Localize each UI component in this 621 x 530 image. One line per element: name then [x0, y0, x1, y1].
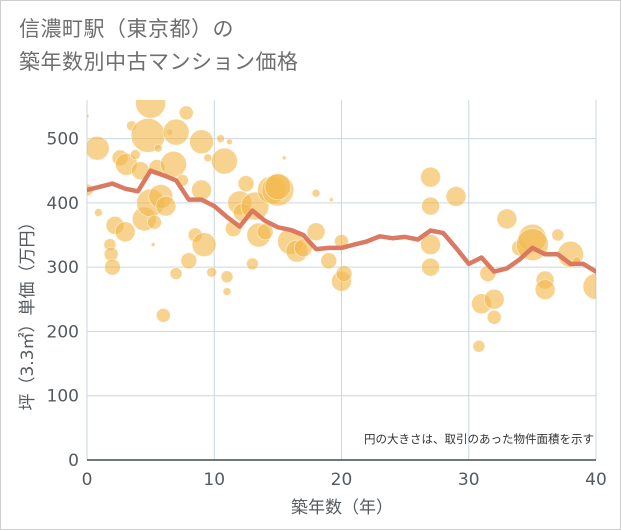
- bubble-point: [216, 134, 226, 143]
- bubble-point: [150, 242, 156, 248]
- bubble-point: [155, 307, 171, 323]
- y-tick-label: 0: [68, 451, 79, 471]
- x-axis-label: 築年数（年）: [291, 498, 393, 518]
- bubble-point: [320, 252, 338, 270]
- bubble-point: [486, 309, 502, 325]
- x-tick-label: 40: [585, 470, 607, 490]
- axes: 0 100 200 300 400 500 0 10 20 30 40: [47, 130, 607, 490]
- bubble-point: [147, 214, 162, 230]
- bubble-point: [306, 222, 326, 242]
- bubble-point: [134, 100, 142, 101]
- bubble-point: [191, 232, 217, 258]
- bubble-point: [420, 166, 441, 188]
- bubble-point: [191, 179, 212, 201]
- bubble-point: [162, 118, 190, 146]
- bubble-point: [551, 228, 565, 242]
- bubble-point: [155, 195, 177, 217]
- bubble-point: [87, 135, 110, 161]
- size-note: 円の大きさは、取引のあった物件面積を示す: [364, 432, 594, 446]
- y-tick-label: 100: [47, 387, 79, 407]
- bubble-point: [226, 138, 233, 146]
- trend-series: [87, 168, 596, 274]
- bubble-point: [582, 273, 596, 300]
- bubble-point: [104, 258, 121, 276]
- bubble-point: [222, 287, 232, 296]
- bubble-point: [264, 173, 292, 201]
- bubble-point: [169, 267, 183, 280]
- bubble-point: [328, 197, 334, 203]
- bubble-point: [421, 196, 440, 216]
- x-tick-label: 0: [82, 470, 93, 490]
- bubble-point: [178, 105, 194, 121]
- bubble-point: [220, 270, 234, 284]
- bubble-point: [180, 252, 198, 270]
- y-tick-label: 200: [47, 322, 79, 342]
- bubble-point: [246, 257, 259, 271]
- y-tick-label: 500: [47, 130, 79, 150]
- bubble-point: [420, 234, 441, 256]
- bubble-point: [153, 143, 163, 153]
- bubble-point: [206, 266, 218, 278]
- bubble-point: [496, 208, 518, 230]
- bubble-point: [237, 175, 255, 192]
- trend-line: [87, 168, 596, 274]
- bubble-point: [114, 221, 136, 243]
- bubble-point: [421, 257, 440, 277]
- bubble-point: [189, 129, 214, 155]
- bubble-point: [534, 279, 556, 301]
- chart-title: 信濃町駅（東京都）の 築年数別中古マンション価格: [19, 13, 299, 79]
- x-tick-label: 10: [203, 470, 225, 490]
- bubble-point: [87, 113, 90, 119]
- y-tick-label: 300: [47, 258, 79, 278]
- bubble-point: [135, 100, 167, 119]
- bubble-point: [203, 153, 213, 163]
- bubble-point: [281, 155, 287, 161]
- bubble-series: [87, 100, 596, 353]
- bubble-point: [256, 223, 274, 241]
- bubble-point: [94, 208, 103, 217]
- chart-title-line-1: 信濃町駅（東京都）の: [19, 17, 234, 41]
- y-tick-label: 400: [47, 194, 79, 214]
- bubble-point: [129, 149, 141, 161]
- x-tick-label: 20: [331, 470, 353, 490]
- bubble-point: [335, 265, 353, 282]
- bubble-point: [445, 186, 467, 207]
- bubble-point: [311, 188, 321, 198]
- chart-title-line-2: 築年数別中古マンション価格: [19, 50, 299, 74]
- y-axis-label: 坪（3.3㎡）単価（万円）: [18, 213, 38, 410]
- x-tick-label: 30: [458, 470, 480, 490]
- bubble-point: [211, 147, 238, 175]
- bubble-point: [483, 288, 505, 310]
- bubble-point: [472, 339, 486, 353]
